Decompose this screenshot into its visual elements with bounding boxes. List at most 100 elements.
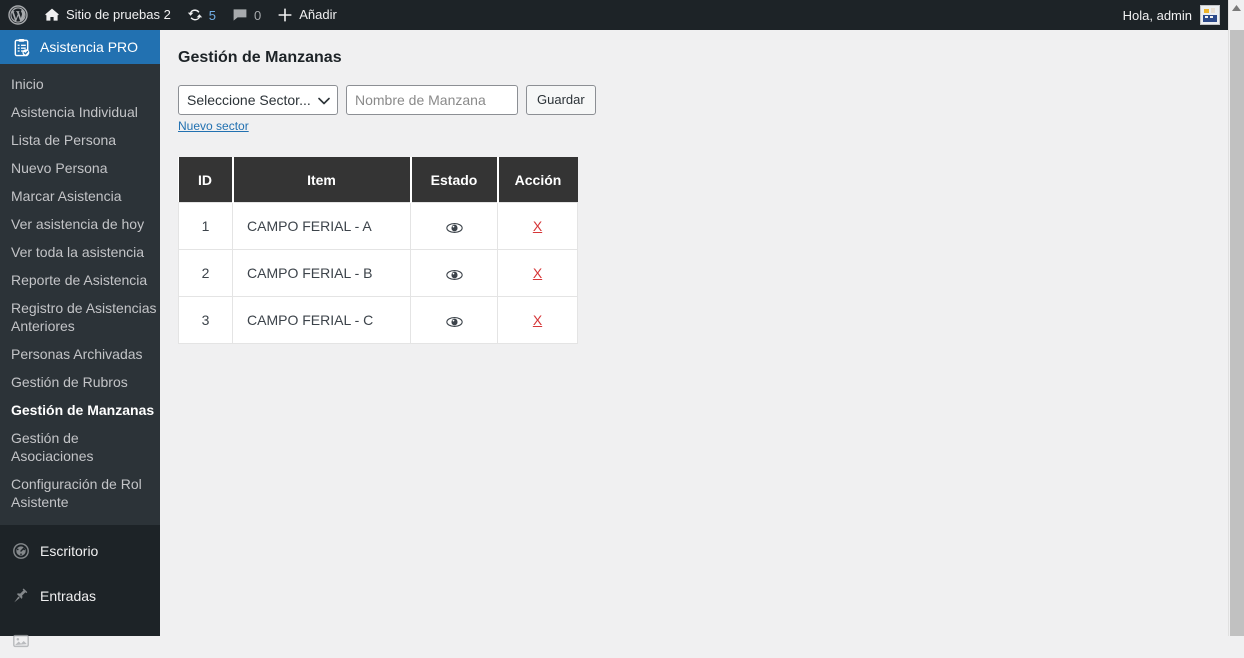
sidebar-subitem-gestion-de-manzanas[interactable]: Gestión de Manzanas [0, 396, 160, 424]
sidebar-item-entradas[interactable]: Entradas [0, 579, 160, 613]
cell-accion: X [497, 249, 578, 298]
cell-estado [410, 202, 498, 251]
scroll-up-arrow-icon[interactable] [1229, 0, 1244, 16]
new-content-label: Añadir [299, 7, 337, 22]
sector-select[interactable]: Seleccione Sector... [178, 84, 338, 115]
sector-select-wrapper: Seleccione Sector... [178, 84, 338, 115]
updates-count: 5 [208, 7, 217, 23]
table-head: ID Item Estado Acción [178, 156, 578, 203]
sidebar-subitem-label: Ver toda la asistencia [11, 244, 145, 260]
main-content: Gestión de Manzanas Seleccione Sector...… [160, 30, 1228, 636]
sidebar-subitem-label: Registro de Asistencias Anteriores [11, 300, 157, 334]
page-title: Gestión de Manzanas [178, 49, 342, 66]
sidebar-subitem-label: Ver asistencia de hoy [11, 216, 145, 232]
sidebar-subitem-gestion-de-rubros[interactable]: Gestión de Rubros [0, 368, 160, 396]
column-header-accion: Acción [497, 156, 578, 203]
media-icon [11, 631, 31, 651]
updates-menu[interactable]: 5 [179, 0, 224, 30]
eye-icon[interactable] [445, 316, 463, 328]
cell-item: CAMPO FERIAL - C [232, 296, 411, 345]
plus-icon [277, 7, 293, 23]
scrollbar-thumb[interactable] [1230, 30, 1244, 636]
save-button[interactable]: Guardar [526, 84, 596, 115]
sidebar-subitem-personas-archivadas[interactable]: Personas Archivadas [0, 340, 160, 368]
delete-link[interactable]: X [532, 265, 543, 282]
sidebar-subitem-ver-toda-la-asistencia[interactable]: Ver toda la asistencia [0, 238, 160, 266]
new-sector-link[interactable]: Nuevo sector [178, 118, 249, 133]
eye-icon[interactable] [445, 222, 463, 234]
comment-bubble-icon [232, 7, 248, 23]
eye-icon[interactable] [445, 269, 463, 281]
home-icon [44, 7, 60, 23]
cell-estado [410, 296, 498, 345]
new-content-menu[interactable]: Añadir [269, 0, 345, 30]
pin-icon [11, 586, 31, 606]
wordpress-logo-icon [8, 5, 28, 25]
sidebar-subitem-label: Gestión de Manzanas [11, 402, 155, 418]
sidebar-subitem-lista-de-persona[interactable]: Lista de Persona [0, 126, 160, 154]
sidebar-item-label: Medios [40, 633, 86, 649]
sidebar-subitem-label: Asistencia Individual [11, 104, 138, 120]
sidebar-item-label: Escritorio [40, 543, 99, 559]
sidebar-item-escritorio[interactable]: Escritorio [0, 534, 160, 568]
admin-bar: Sitio de pruebas 2 5 0 Añadir Hola, admi… [0, 0, 1228, 30]
sidebar-gap [0, 568, 160, 579]
cell-accion: X [497, 296, 578, 345]
site-name-menu[interactable]: Sitio de pruebas 2 [36, 0, 179, 30]
sidebar-item-asistencia-pro[interactable]: Asistencia PRO [0, 30, 168, 64]
account-menu[interactable]: Hola, admin [1123, 5, 1228, 25]
cell-id: 3 [178, 296, 233, 345]
comments-menu[interactable]: 0 [224, 0, 269, 30]
greeting-label: Hola, admin [1122, 7, 1192, 23]
sidebar-item-label: Entradas [40, 588, 97, 604]
sidebar-subitem-label: Personas Archivadas [11, 346, 143, 362]
sidebar-subitem-label: Marcar Asistencia [11, 188, 122, 204]
sidebar-subitem-label: Nuevo Persona [11, 160, 108, 176]
cell-id: 2 [178, 249, 233, 298]
column-header-id: ID [178, 156, 234, 203]
cell-item: CAMPO FERIAL - B [232, 249, 411, 298]
delete-link[interactable]: X [532, 312, 543, 329]
sidebar-subitem-registro-de-asistencias-anteriores[interactable]: Registro de Asistencias Anteriores [0, 294, 160, 340]
table-body: 1 CAMPO FERIAL - A X 2 CAMPO FERIAL - B [178, 202, 578, 345]
cell-estado [410, 249, 498, 298]
dashboard-icon [11, 541, 31, 561]
column-header-item: Item [232, 156, 412, 203]
sidebar-item-medios[interactable]: Medios [0, 624, 160, 658]
manzana-form: Seleccione Sector... Guardar [178, 84, 1208, 115]
sidebar-subitem-gestion-de-asociaciones[interactable]: Gestión de Asociaciones [0, 424, 160, 470]
updates-icon [187, 7, 203, 23]
sidebar-subitem-asistencia-individual[interactable]: Asistencia Individual [0, 98, 160, 126]
sidebar-subitem-label: Lista de Persona [11, 132, 117, 148]
table-row: 3 CAMPO FERIAL - C X [178, 296, 578, 345]
table-row: 1 CAMPO FERIAL - A X [178, 202, 578, 251]
wp-logo-menu[interactable] [0, 0, 36, 30]
sidebar-item-label: Asistencia PRO [40, 39, 139, 55]
sidebar-subitem-ver-asistencia-de-hoy[interactable]: Ver asistencia de hoy [0, 210, 160, 238]
sidebar-submenu: Inicio Asistencia Individual Lista de Pe… [0, 64, 160, 525]
sidebar-subitem-configuracion-de-rol-asistente[interactable]: Configuración de Rol Asistente [0, 470, 160, 516]
delete-link[interactable]: X [532, 218, 543, 235]
sidebar-subitem-reporte-de-asistencia[interactable]: Reporte de Asistencia [0, 266, 160, 294]
sidebar-separator [0, 525, 160, 534]
admin-sidebar: Asistencia PRO Inicio Asistencia Individ… [0, 30, 168, 649]
comments-count: 0 [254, 7, 262, 23]
sidebar-subitem-inicio[interactable]: Inicio [0, 70, 160, 98]
sidebar-gap [0, 613, 160, 624]
manzana-name-input[interactable] [346, 84, 518, 115]
sidebar-subitem-label: Gestión de Rubros [11, 374, 128, 390]
cell-accion: X [497, 202, 578, 251]
active-menu-arrow [160, 39, 168, 55]
sidebar-subitem-label: Configuración de Rol Asistente [11, 476, 142, 510]
page-scrollbar[interactable] [1228, 0, 1244, 636]
site-name-label: Sitio de pruebas 2 [66, 7, 171, 22]
table-header-row: ID Item Estado Acción [178, 156, 578, 203]
column-header-estado: Estado [410, 156, 499, 203]
sidebar-subitem-label: Gestión de Asociaciones [11, 430, 94, 464]
cell-item: CAMPO FERIAL - A [232, 202, 411, 251]
cell-id: 1 [178, 202, 233, 251]
sidebar-subitem-marcar-asistencia[interactable]: Marcar Asistencia [0, 182, 160, 210]
clipboard-check-icon [11, 37, 31, 57]
sidebar-subitem-nuevo-persona[interactable]: Nuevo Persona [0, 154, 160, 182]
manzanas-table: ID Item Estado Acción 1 CAMPO FERIAL - A [178, 156, 578, 345]
